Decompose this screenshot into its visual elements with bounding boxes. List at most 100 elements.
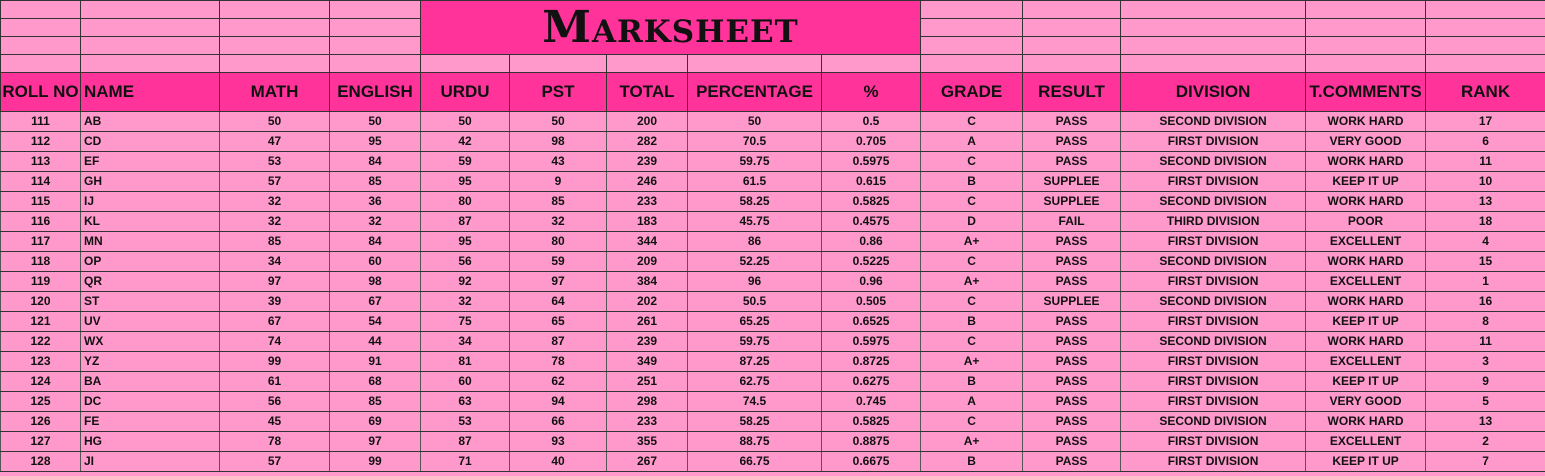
cell-result[interactable]: PASS [1022,391,1122,412]
cell-division[interactable]: SECOND DIVISION [1120,111,1307,132]
cell[interactable] [687,54,822,73]
cell-comments[interactable]: WORK HARD [1305,291,1427,312]
cell-total[interactable]: 384 [606,271,688,292]
cell[interactable] [1425,36,1545,55]
cell-urdu[interactable]: 34 [420,331,510,352]
cell-division[interactable]: FIRST DIVISION [1120,371,1307,392]
cell-grade[interactable]: C [920,151,1024,172]
cell-pst[interactable]: 65 [509,311,607,332]
cell-percent[interactable]: 0.5975 [820,331,922,352]
cell-roll-no[interactable]: 117 [0,231,81,252]
cell[interactable] [606,54,688,73]
cell-pst[interactable]: 43 [509,151,607,172]
cell-roll-no[interactable]: 113 [0,151,81,172]
cell-percent[interactable]: 0.8725 [820,351,922,372]
cell-grade[interactable]: B [920,171,1024,192]
cell-comments[interactable]: VERY GOOD [1305,391,1427,412]
cell-pst[interactable]: 97 [509,271,607,292]
cell-math[interactable]: 47 [219,131,330,152]
header-division[interactable]: DIVISION [1120,72,1307,112]
cell-urdu[interactable]: 95 [420,231,510,252]
cell-english[interactable]: 50 [329,111,421,132]
cell[interactable] [219,54,330,73]
header-urdu[interactable]: URDU [420,72,510,112]
cell-comments[interactable]: EXCELLENT [1305,431,1427,452]
cell-math[interactable]: 78 [219,431,330,452]
cell-urdu[interactable]: 81 [420,351,510,372]
cell-grade[interactable]: B [920,311,1024,332]
sheet-title-cell[interactable]: Marksheet [419,0,922,55]
cell-rank[interactable]: 9 [1425,371,1545,392]
cell-math[interactable]: 67 [219,311,330,332]
cell-percentage[interactable]: 59.75 [687,151,822,172]
cell-result[interactable]: PASS [1022,111,1122,132]
cell-percent[interactable]: 0.6675 [820,451,922,472]
cell[interactable] [1120,18,1307,37]
cell[interactable] [1425,18,1545,37]
cell-name[interactable]: AB [80,111,220,132]
cell-urdu[interactable]: 71 [420,451,510,472]
cell-percentage[interactable]: 50 [687,111,822,132]
cell[interactable] [80,54,220,73]
cell-english[interactable]: 60 [329,251,421,272]
cell-total[interactable]: 209 [606,251,688,272]
cell-name[interactable]: MN [80,231,220,252]
cell-percentage[interactable]: 58.25 [687,191,822,212]
cell-percent[interactable]: 0.6525 [820,311,922,332]
cell-name[interactable]: FE [80,411,220,432]
cell-total[interactable]: 282 [606,131,688,152]
cell-pst[interactable]: 62 [509,371,607,392]
cell-english[interactable]: 84 [329,231,421,252]
cell-division[interactable]: FIRST DIVISION [1120,271,1307,292]
cell[interactable] [1022,0,1122,19]
cell-urdu[interactable]: 95 [420,171,510,192]
cell-percent[interactable]: 0.5825 [820,411,922,432]
cell-division[interactable]: FIRST DIVISION [1120,311,1307,332]
header-percentage[interactable]: PERCENTAGE [687,72,822,112]
cell-result[interactable]: PASS [1022,451,1122,472]
cell-percent[interactable]: 0.6275 [820,371,922,392]
header-total[interactable]: TOTAL [606,72,688,112]
cell[interactable] [80,18,220,37]
cell-rank[interactable]: 1 [1425,271,1545,292]
cell-english[interactable]: 54 [329,311,421,332]
cell-rank[interactable]: 3 [1425,351,1545,372]
cell-pst[interactable]: 93 [509,431,607,452]
cell-urdu[interactable]: 32 [420,291,510,312]
cell-urdu[interactable]: 59 [420,151,510,172]
cell-pst[interactable]: 85 [509,191,607,212]
cell[interactable] [1022,18,1122,37]
cell-division[interactable]: FIRST DIVISION [1120,391,1307,412]
cell[interactable] [1022,54,1122,73]
cell-comments[interactable]: KEEP IT UP [1305,371,1427,392]
cell-percentage[interactable]: 58.25 [687,411,822,432]
cell-grade[interactable]: D [920,211,1024,232]
cell[interactable] [219,0,330,19]
header-comments[interactable]: T.COMMENTS [1305,72,1427,112]
cell-rank[interactable]: 13 [1425,191,1545,212]
cell-division[interactable]: SECOND DIVISION [1120,411,1307,432]
header-pst[interactable]: PST [509,72,607,112]
cell-grade[interactable]: C [920,191,1024,212]
cell-grade[interactable]: C [920,411,1024,432]
cell[interactable] [1305,54,1427,73]
cell-urdu[interactable]: 92 [420,271,510,292]
cell-rank[interactable]: 11 [1425,331,1545,352]
cell-result[interactable]: PASS [1022,431,1122,452]
cell-english[interactable]: 69 [329,411,421,432]
cell-grade[interactable]: A+ [920,431,1024,452]
cell-comments[interactable]: WORK HARD [1305,191,1427,212]
cell[interactable] [1120,54,1307,73]
cell[interactable] [509,54,607,73]
cell-urdu[interactable]: 42 [420,131,510,152]
cell-percentage[interactable]: 50.5 [687,291,822,312]
cell-division[interactable]: FIRST DIVISION [1120,431,1307,452]
cell-comments[interactable]: KEEP IT UP [1305,171,1427,192]
cell-math[interactable]: 99 [219,351,330,372]
cell[interactable] [1120,0,1307,19]
cell-result[interactable]: PASS [1022,331,1122,352]
cell-division[interactable]: THIRD DIVISION [1120,211,1307,232]
cell-percentage[interactable]: 66.75 [687,451,822,472]
header-rank[interactable]: RANK [1425,72,1545,112]
cell-name[interactable]: QR [80,271,220,292]
